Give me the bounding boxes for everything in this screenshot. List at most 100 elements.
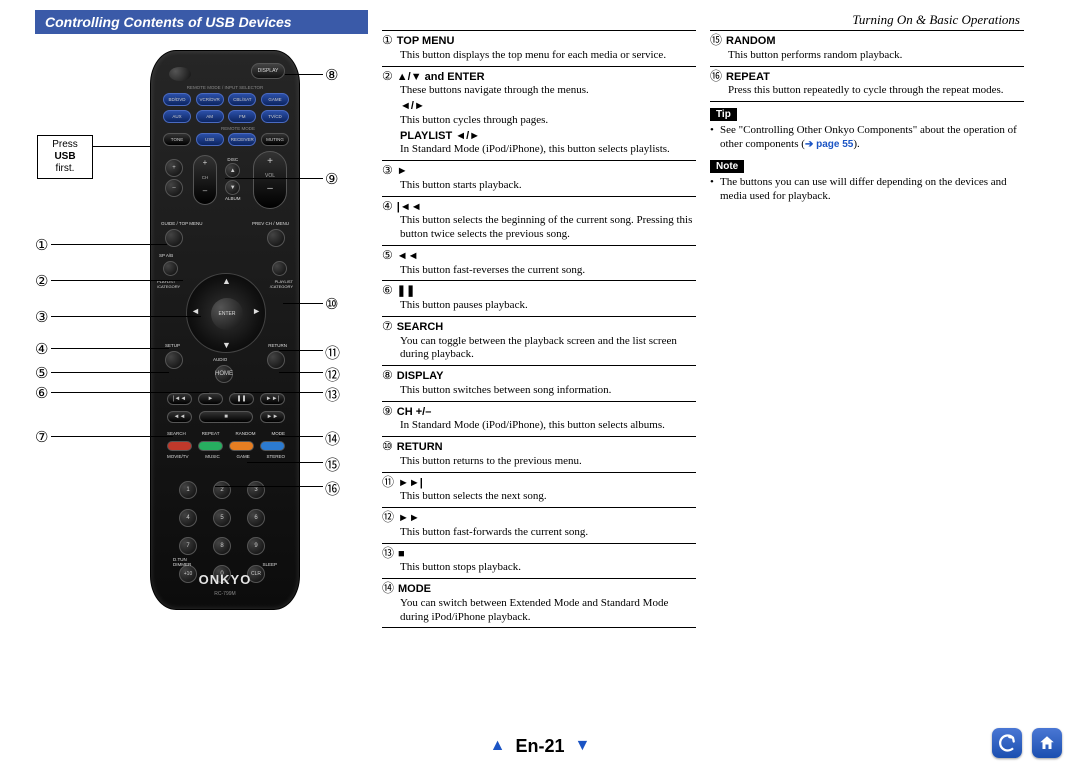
num-2: 2 [213,481,231,499]
enter-side-button [272,261,287,276]
next-track-button: ►►| [260,393,285,405]
callout-line [51,392,209,393]
num-9: 9 [247,537,265,555]
playback-row-2: ◄◄ ■ ►► [167,411,285,423]
definition-body: Press this button repeatedly to cycle th… [710,84,1024,98]
definition-subbody: This button cycles through pages. [382,114,696,128]
blue-button [260,441,285,451]
callout-4: ④ [35,340,48,358]
definition-body: This button switches between song inform… [382,384,696,398]
definitions-column-1: ①TOP MENUThis button displays the top me… [382,30,696,628]
definition-body: This button selects the next song. [382,490,696,504]
enter-button: ENTER [211,298,243,330]
yellow-button [229,441,254,451]
definition-body: This button fast-reverses the current so… [382,264,696,278]
definition-heading: ⑬■ [382,546,696,562]
callout-7: ⑦ [35,428,48,446]
definition-heading: ⑪►►| [382,475,696,491]
cbl-sat-button: CBL/SAT [228,93,256,106]
definition-body: In Standard Mode (iPod/iPhone), this but… [382,419,696,433]
ch-label: CH [194,167,216,180]
callout-8: ⑧ [325,66,338,84]
input-row-3: TONE USB RECEIVER MUTING [163,133,289,146]
disc-up: ▲ [225,163,240,178]
definition-body: This button pauses playback. [382,299,696,313]
definition-heading: ⑯REPEAT [710,69,1024,85]
game-label: GAME [236,454,249,459]
note-text: The buttons you can use will differ depe… [720,175,1024,204]
definition-item: ⑬■This button stops playback. [382,544,696,580]
back-icon[interactable] [992,728,1022,758]
red-button [167,441,192,451]
prev-page-icon[interactable]: ▲ [490,737,506,755]
definition-body: These buttons navigate through the menus… [382,84,696,98]
menu-button [267,229,285,247]
sleep-label: SLEEP [262,562,277,567]
tone-minus: – [165,179,183,197]
tip-label: Tip [710,108,737,121]
tone-button: TONE [163,133,191,146]
game-button-top: GAME [261,93,289,106]
home-button: HOME [215,365,233,383]
definition-item: ⑥❚❚This button pauses playback. [382,281,696,317]
callout-2: ② [35,272,48,290]
tip-text-suffix: ). [853,138,859,150]
callout-line [283,303,323,304]
page-55-link[interactable]: ➔ page 55 [805,139,853,150]
definition-item: ④|◄◄This button selects the beginning of… [382,197,696,246]
color-sub-row: MOVIE/TV MUSIC GAME STEREO [167,454,285,459]
definition-heading: ⑩RETURN [382,439,696,455]
callout-line [279,436,323,437]
definition-item: ②▲/▼ and ENTERThese buttons navigate thr… [382,67,696,162]
return-button [267,351,285,369]
page-footer: ▲ En-21 ▼ [0,728,1080,764]
note-label: Note [710,160,744,173]
callout-line [51,280,183,281]
definition-item: ⑮RANDOMThis button performs random playb… [710,31,1024,67]
album-label: ALBUM [225,196,241,201]
home-icon[interactable] [1032,728,1062,758]
definition-item: ⑨CH +/–In Standard Mode (iPod/iPhone), t… [382,402,696,438]
definition-item: ⑤◄◄This button fast-reverses the current… [382,246,696,282]
nav-ring: ▲ ▼ ◄ ► ENTER [186,273,266,353]
definition-heading: ⑮RANDOM [710,33,1024,49]
onkyo-logo: ONKYO [151,572,299,587]
callout-15: ⑮ [325,454,340,475]
audio-label: AUDIO [213,357,227,362]
remote-mode-sub: REMOTE MODE [221,126,255,131]
mode-label: REMOTE MODE / INPUT SELECTOR [151,85,299,90]
rew-button: ◄◄ [167,411,192,423]
num-4: 4 [179,509,197,527]
ch-rocker: + CH – [193,155,217,205]
press-usb-line2: first. [56,163,75,174]
press-usb-callout: Press USB first. [37,135,93,179]
num-5: 5 [213,509,231,527]
definition-body: This button starts playback. [382,179,696,193]
prev-track-button: |◄◄ [167,393,192,405]
playback-row-1: |◄◄ ► ❚❚ ►►| [167,393,285,405]
callout-1: ① [35,236,48,254]
callout-line [225,178,323,179]
repeat-label: REPEAT [202,431,220,436]
definition-body: This button stops playback. [382,561,696,575]
callout-16: ⑯ [325,478,340,499]
callout-line [285,74,323,75]
definition-item: ①TOP MENUThis button displays the top me… [382,31,696,67]
callout-6: ⑥ [35,384,48,402]
definition-item: ⑪►►|This button selects the next song. [382,473,696,509]
callout-11: ⑪ [325,342,340,363]
guide-button [165,229,183,247]
spab-label: SP A/B [159,253,173,258]
color-button-row [167,441,285,451]
definition-body: You can switch between Extended Mode and… [382,597,696,625]
definition-heading: ②▲/▼ and ENTER [382,69,696,85]
stop-button: ■ [199,411,253,423]
callout-14: ⑭ [325,428,340,449]
definition-heading: ⑭MODE [382,581,696,597]
definitions-column-2: ⑮RANDOMThis button performs random playb… [710,30,1024,102]
definition-body: This button selects the beginning of the… [382,214,696,242]
next-page-icon[interactable]: ▼ [575,737,591,755]
callout-9: ⑨ [325,170,338,188]
vol-rocker: + VOL – [253,151,287,209]
tip-text-prefix: See "Controlling Other Onkyo Components"… [720,124,1017,150]
